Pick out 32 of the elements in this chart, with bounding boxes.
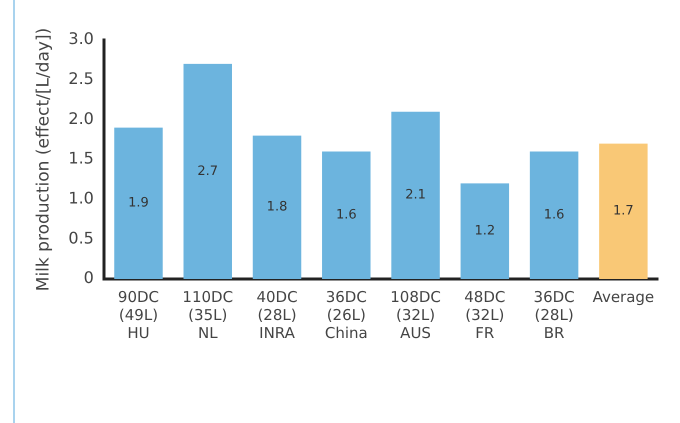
x-tick-label: 110DC (35L) NL: [182, 288, 234, 342]
data-label: 1.8: [266, 200, 288, 215]
x-tick-label: 48DC (32L) FR: [464, 288, 506, 342]
data-label: 1.9: [128, 196, 149, 211]
bar: [391, 112, 440, 279]
data-label: 1.7: [613, 204, 634, 219]
bar: [252, 136, 302, 279]
y-tick-label: 1.5: [68, 148, 94, 168]
bar: [114, 128, 163, 279]
x-tick-label: 36DC (28L) BR: [534, 288, 575, 342]
bar: [184, 64, 232, 279]
data-label: 1.6: [336, 208, 357, 223]
x-tick-label: 40DC (28L) INRA: [256, 288, 298, 342]
data-label: 1.2: [474, 224, 496, 239]
y-tick-label: 3.0: [68, 29, 94, 48]
data-label: 2.7: [197, 164, 218, 179]
y-tick-label: 2.5: [68, 68, 94, 88]
x-tick-label: 90DC (49L) HU: [118, 288, 160, 342]
bar: [530, 152, 578, 279]
bar: [599, 144, 648, 279]
bar: [460, 183, 510, 279]
y-tick-label: 1.0: [68, 188, 94, 208]
x-tick-label: Average: [592, 288, 654, 306]
y-tick-label: 2.0: [68, 108, 94, 128]
y-axis-title: Milk production (effect/[L/day]): [34, 28, 54, 292]
bar: [322, 152, 371, 279]
y-tick-label: 0: [84, 268, 94, 288]
x-tick-label: 36DC (26L) China: [324, 288, 368, 342]
y-tick-label: 0.5: [68, 228, 94, 248]
data-label: 2.1: [405, 188, 426, 203]
x-tick-label: 108DC (32L) AUS: [390, 288, 441, 342]
data-label: 1.6: [544, 208, 564, 223]
